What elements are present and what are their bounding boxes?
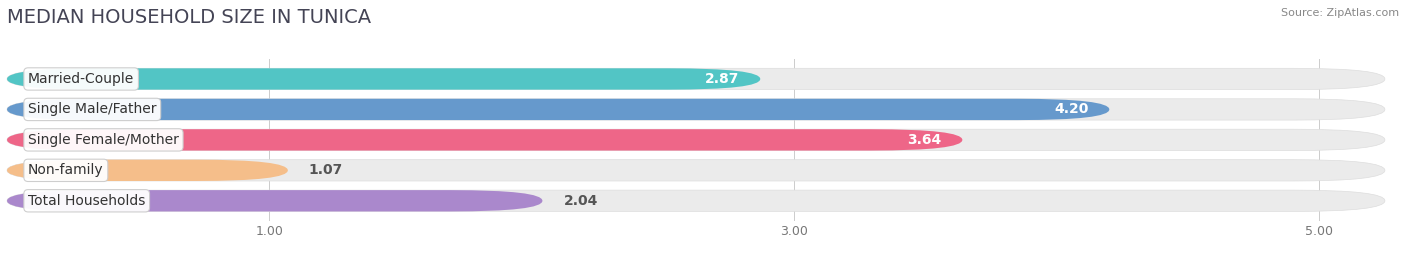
FancyBboxPatch shape	[7, 99, 1385, 120]
Text: Non-family: Non-family	[28, 163, 104, 177]
Text: 2.04: 2.04	[564, 194, 598, 208]
Text: 1.07: 1.07	[309, 163, 343, 177]
FancyBboxPatch shape	[7, 99, 1109, 120]
Text: Total Households: Total Households	[28, 194, 145, 208]
FancyBboxPatch shape	[7, 68, 1385, 90]
Text: 3.64: 3.64	[907, 133, 942, 147]
Text: 4.20: 4.20	[1054, 102, 1088, 116]
Text: Married-Couple: Married-Couple	[28, 72, 135, 86]
FancyBboxPatch shape	[7, 160, 1385, 181]
FancyBboxPatch shape	[7, 68, 761, 90]
Text: Single Female/Mother: Single Female/Mother	[28, 133, 179, 147]
Text: Single Male/Father: Single Male/Father	[28, 102, 156, 116]
FancyBboxPatch shape	[7, 190, 1385, 211]
Text: 2.87: 2.87	[704, 72, 740, 86]
FancyBboxPatch shape	[7, 190, 543, 211]
Text: MEDIAN HOUSEHOLD SIZE IN TUNICA: MEDIAN HOUSEHOLD SIZE IN TUNICA	[7, 8, 371, 27]
FancyBboxPatch shape	[7, 160, 288, 181]
Text: Source: ZipAtlas.com: Source: ZipAtlas.com	[1281, 8, 1399, 18]
FancyBboxPatch shape	[7, 129, 1385, 151]
FancyBboxPatch shape	[7, 129, 962, 151]
